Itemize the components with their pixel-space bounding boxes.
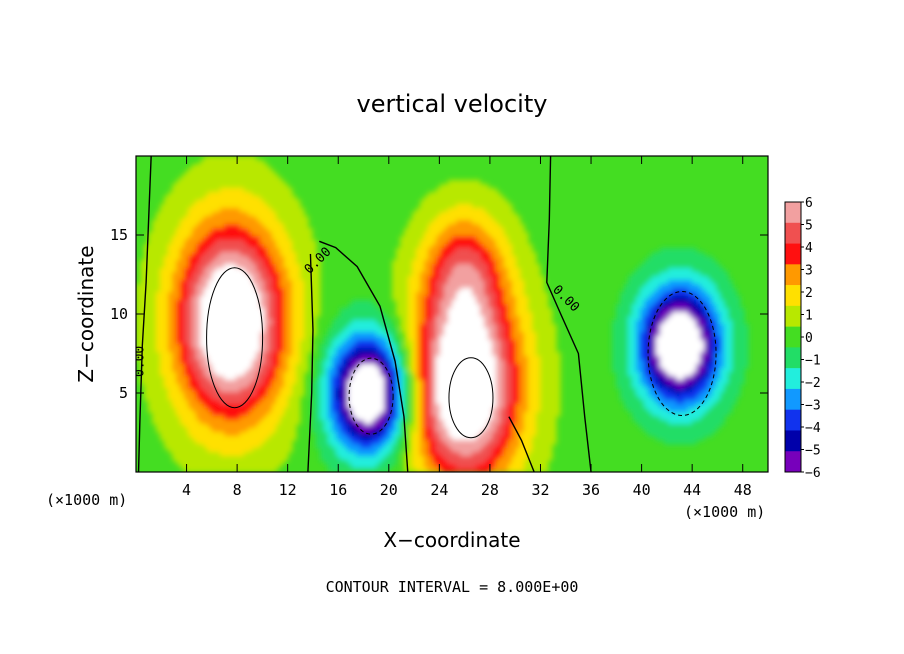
colorbar-tick-label: −2 [805,376,821,391]
colorbar-swatch [785,451,801,473]
colorbar-swatch [785,430,801,452]
x-tick-label: 32 [531,481,549,499]
plot-area: 0.000.000.00 [133,156,768,472]
colorbar-swatch [785,347,801,369]
colorbar-tick-label: 6 [805,196,813,211]
x-axis: 4 8 12 16 20 24 28 32 36 40 44 48 [182,156,752,499]
colorbar-tick-label: 2 [805,286,813,301]
colorbar: 6 5 4 3 2 1 0 −1 −2 −3 −4 −5 −6 [784,196,821,481]
chart-title: vertical velocity [357,90,548,118]
colorbar-tick-label: −4 [805,421,821,436]
x-tick-label: 44 [683,481,701,499]
x-tick-label: 4 [182,481,191,499]
contour-interval-note: CONTOUR INTERVAL = 8.000E+00 [326,578,579,596]
x-tick-label: 36 [582,481,600,499]
negative-core-contour [348,357,394,435]
colorbar-swatch [785,202,801,224]
zero-contour-line [137,156,152,472]
positive-core-contour [448,357,494,439]
colorbar-swatch [785,285,801,307]
x-tick-label: 28 [481,481,499,499]
colorbar-tick-label: 0 [805,331,813,346]
colorbar-tick-label: −5 [805,444,821,459]
colorbar-swatch [785,409,801,431]
y-axis-label: Z−coordinate [74,245,98,382]
x-tick-label: 40 [633,481,651,499]
colorbar-swatch [785,243,801,265]
colorbar-tick-label: 5 [805,219,813,234]
zero-contour-line [546,156,592,472]
y-tick-label: 10 [110,305,128,323]
x-unit-right: (×1000 m) [684,503,765,521]
colorbar-tick-label: 4 [805,241,813,256]
positive-core-contour [206,267,264,409]
colorbar-swatch [785,305,801,327]
x-tick-label: 24 [430,481,448,499]
colorbar-tick-label: −1 [805,354,821,369]
colorbar-tick-label: 1 [805,309,813,324]
x-tick-label: 12 [279,481,297,499]
zero-contour-line [508,416,535,472]
x-axis-label: X−coordinate [383,528,520,552]
x-tick-label: 16 [329,481,347,499]
colorbar-swatch [785,222,801,244]
zero-contour-line [319,240,409,472]
colorbar-swatch [785,368,801,390]
x-tick-label: 20 [380,481,398,499]
y-axis: 5 10 15 [110,226,768,402]
colorbar-swatch [785,326,801,348]
x-tick-label: 8 [233,481,242,499]
colorbar-tick-label: −3 [805,399,821,414]
x-tick-label: 48 [734,481,752,499]
negative-core-contour [647,291,717,416]
colorbar-tick-label: 3 [805,264,813,279]
colorbar-tick-label: −6 [805,466,821,481]
y-tick-label: 15 [110,226,128,244]
y-tick-label: 5 [119,384,128,402]
contour-label: 0.00 [133,346,148,377]
colorbar-swatch [785,264,801,286]
x-unit-left: (×1000 m) [46,491,127,509]
zero-contour-line [307,253,314,472]
colorbar-swatch [785,388,801,410]
